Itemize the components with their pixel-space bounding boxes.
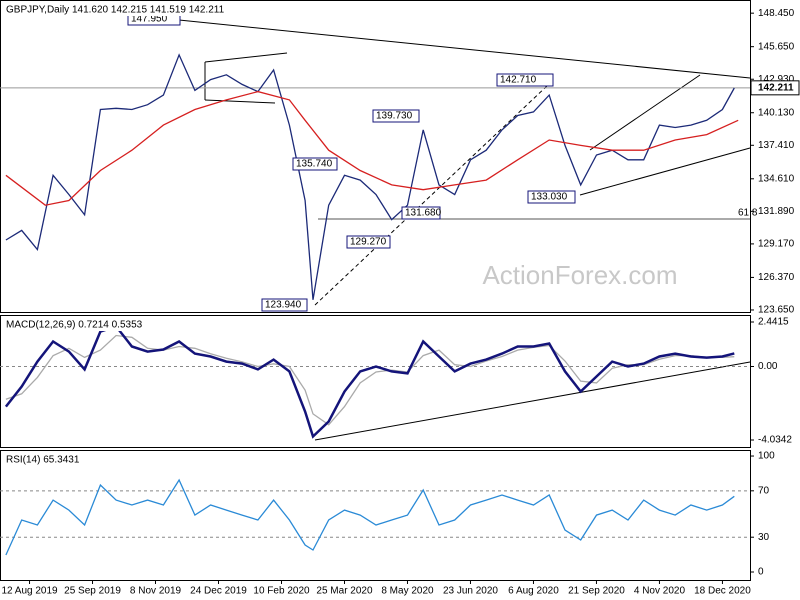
x-tick-label: 8 May 2020	[381, 586, 434, 597]
x-tick-label: 23 Jun 2020	[443, 586, 498, 597]
x-tick-label: 24 Dec 2019	[190, 586, 247, 597]
x-tick-label: 4 Nov 2020	[634, 586, 686, 597]
annotation: 135.740	[296, 159, 333, 170]
y-tick-label: 2.4415	[758, 317, 789, 328]
annotation: 139.730	[376, 111, 413, 122]
panel-title: GBPJPY,Daily 141.620 142.215 141.519 142…	[6, 5, 225, 16]
trend-line	[129, 14, 751, 79]
annotation: 123.940	[265, 300, 302, 311]
annotation-box	[527, 190, 576, 204]
x-tick-label: 18 Dec 2020	[694, 586, 751, 597]
annotation-box	[401, 206, 441, 220]
last-price-box	[750, 80, 800, 96]
watermark: ActionForex.com	[482, 260, 677, 290]
y-tick-label: 142.930	[758, 74, 795, 85]
trend-lines	[129, 14, 751, 441]
series-line	[5, 478, 735, 556]
flag-line	[204, 52, 288, 63]
panel-title-bg	[3, 453, 153, 466]
series-line	[5, 334, 735, 426]
series-line	[5, 53, 735, 300]
annotation-box	[292, 157, 338, 171]
annotation: 61.8	[738, 208, 758, 219]
macd-panel	[0, 315, 751, 448]
annotation-box	[372, 109, 420, 123]
y-tick-label: 129.170	[758, 239, 795, 250]
x-tick-label: 21 Sep 2020	[568, 586, 625, 597]
series-line	[5, 90, 739, 206]
y-tick-label: 30	[758, 532, 770, 543]
x-tick-label: 12 Aug 2019	[1, 586, 58, 597]
annotation-box	[346, 235, 391, 249]
annotation: 133.030	[531, 192, 568, 203]
y-tick-label: 140.130	[758, 107, 795, 118]
y-tick-label: 131.890	[758, 206, 795, 217]
y-tick-label: 123.650	[758, 305, 795, 316]
y-tick-label: -4.0342	[758, 435, 792, 446]
y-tick-label: 137.410	[758, 140, 795, 151]
x-tick-label: 8 Nov 2019	[130, 586, 182, 597]
rsi-panel	[0, 450, 751, 581]
panel-title-bg	[3, 3, 233, 16]
annotation-box	[496, 73, 554, 87]
x-tick-label: 25 Sep 2019	[64, 586, 121, 597]
y-tick-label: 70	[758, 485, 770, 496]
x-tick-label: 10 Feb 2020	[253, 586, 310, 597]
annotation: 129.270	[350, 237, 387, 248]
macd-trend-line	[314, 361, 751, 441]
annotation: 142.710	[500, 75, 537, 86]
panel-title: RSI(14) 65.3431	[6, 455, 80, 466]
y-tick-label: 126.370	[758, 272, 795, 283]
y-tick-label: 0.00	[758, 361, 778, 372]
annotation: 131.680	[405, 208, 442, 219]
annotation: 147.950	[131, 14, 168, 25]
channel-line	[579, 147, 751, 196]
series-line	[4, 324, 735, 439]
y-tick-label: 0	[758, 567, 764, 578]
y-tick-label: 100	[758, 451, 775, 462]
last-price-label: 142.211	[758, 82, 794, 93]
panel-title-bg	[3, 318, 153, 331]
flag-line	[204, 99, 276, 104]
y-tick-label: 145.650	[758, 41, 795, 52]
y-tick-label: 148.450	[758, 8, 795, 19]
x-tick-label: 25 Mar 2020	[316, 586, 373, 597]
annotation-box	[261, 298, 308, 312]
panel-title: MACD(12,26,9) 0.7214 0.5353	[6, 320, 143, 331]
x-tick-label: 6 Aug 2020	[508, 586, 559, 597]
dashed-trend-line	[314, 84, 549, 306]
y-tick-label: 134.610	[758, 173, 795, 184]
price-panel	[0, 0, 751, 313]
